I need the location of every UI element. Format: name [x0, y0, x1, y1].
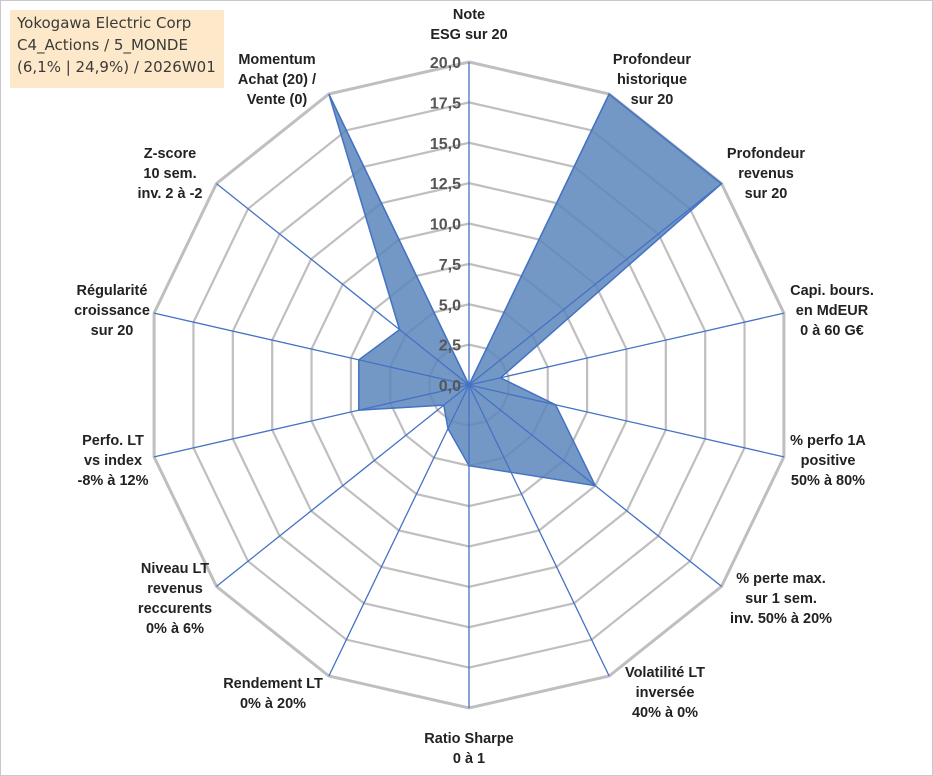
axis-label-0-line-1: ESG sur 20	[430, 27, 507, 43]
axis-label-13-line-0: Momentum	[238, 52, 315, 68]
axis-label-5-line-1: sur 1 sem.	[745, 591, 817, 607]
axis-label-11-line-0: Régularité	[77, 283, 148, 299]
axis-label-11-line-1: croissance	[74, 303, 150, 319]
axis-label-4-line-1: positive	[801, 453, 856, 469]
axis-label-2-line-1: revenus	[738, 166, 794, 182]
axis-label-1-line-0: Profondeur	[613, 52, 691, 68]
title-line-category: C4_Actions / 5_MONDE	[17, 36, 188, 54]
axis-label-7-line-0: Ratio Sharpe	[424, 731, 513, 747]
spoke-10	[153, 384, 470, 458]
tick-label-4: 10,0	[430, 217, 461, 234]
axis-label-12-line-2: inv. 2 à -2	[137, 186, 202, 202]
axis-label-3-line-0: Capi. bours.	[790, 283, 874, 299]
axis-label-9-line-1: revenus	[147, 581, 203, 597]
axis-label-11-line-2: sur 20	[91, 323, 134, 339]
axis-label-3-line-1: en MdEUR	[796, 303, 869, 319]
spoke-8	[328, 384, 470, 677]
axis-label-8-line-0: Rendement LT	[223, 676, 323, 692]
tick-label-5: 12,5	[430, 176, 461, 193]
axis-label-2-line-2: sur 20	[745, 186, 788, 202]
tick-label-7: 17,5	[430, 95, 461, 112]
axis-label-3-line-2: 0 à 60 G€	[800, 323, 864, 339]
spoke-3	[468, 312, 785, 386]
title-line-stats: (6,1% | 24,9%) / 2026W01	[17, 58, 216, 76]
spoke-9	[216, 384, 470, 587]
tick-label-0: 0,0	[439, 378, 461, 395]
axis-label-1-line-1: historique	[617, 72, 687, 88]
axis-label-4-line-2: 50% à 80%	[791, 473, 865, 489]
spoke-2	[468, 183, 722, 386]
axis-label-9-line-3: 0% à 6%	[146, 621, 204, 637]
axis-label-5-line-2: inv. 50% à 20%	[730, 611, 832, 627]
axis-label-6-line-1: inversée	[636, 685, 695, 701]
chart-title-box: Yokogawa Electric Corp C4_Actions / 5_MO…	[10, 10, 224, 88]
axis-label-6-line-0: Volatilité LT	[625, 665, 705, 681]
axis-label-12-line-0: Z-score	[144, 146, 196, 162]
axis-label-6-line-2: 40% à 0%	[632, 705, 698, 721]
tick-label-2: 5,0	[439, 297, 461, 314]
tick-label-3: 7,5	[439, 257, 461, 274]
spoke-11	[153, 312, 470, 386]
title-line-company: Yokogawa Electric Corp	[17, 14, 192, 32]
spoke-4	[468, 384, 785, 458]
axis-label-13-line-2: Vente (0)	[247, 92, 308, 108]
data-series-polygon	[328, 92, 723, 487]
spoke-6	[468, 384, 610, 677]
axis-label-7-line-1: 0 à 1	[453, 751, 485, 767]
tick-label-1: 2,5	[439, 338, 461, 355]
axis-label-10-line-2: -8% à 12%	[78, 473, 149, 489]
axis-label-1-line-2: sur 20	[631, 92, 674, 108]
axis-label-13-line-1: Achat (20) /	[238, 72, 316, 88]
spoke-1	[468, 93, 610, 386]
tick-label-6: 15,0	[430, 136, 461, 153]
axis-label-2-line-0: Profondeur	[727, 146, 805, 162]
axis-label-0-line-0: Note	[453, 7, 485, 23]
axis-label-9-line-0: Niveau LT	[141, 561, 209, 577]
axis-label-10-line-1: vs index	[84, 453, 142, 469]
axis-label-9-line-2: reccurents	[138, 601, 212, 617]
axis-label-8-line-1: 0% à 20%	[240, 696, 306, 712]
axis-label-12-line-1: 10 sem.	[143, 166, 196, 182]
axis-label-10-line-0: Perfo. LT	[82, 433, 144, 449]
axis-label-5-line-0: % perte max.	[736, 571, 825, 587]
axis-label-4-line-0: % perfo 1A	[790, 433, 866, 449]
tick-label-8: 20,0	[430, 55, 461, 72]
spoke-12	[216, 183, 470, 386]
spoke-13	[328, 93, 470, 386]
